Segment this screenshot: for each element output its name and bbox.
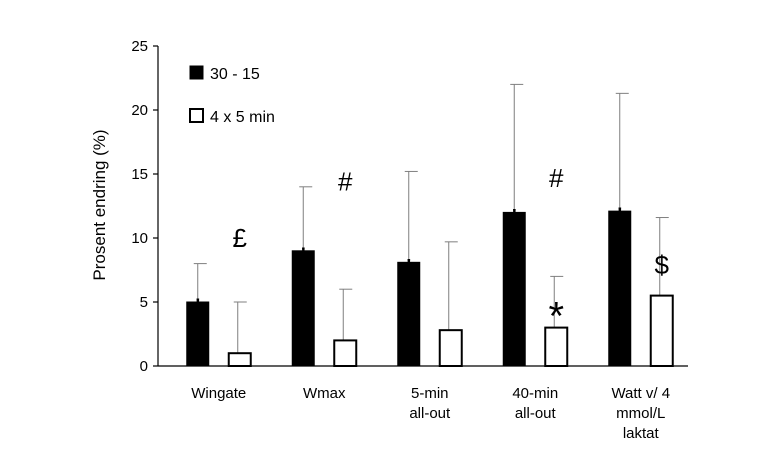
x-category-label-line: 40-min [512, 385, 558, 402]
x-category-label-line: mmol/L [616, 405, 665, 422]
error-bars [193, 83, 669, 354]
significance-annotation: $ [655, 250, 670, 280]
bar [397, 261, 421, 367]
legend-swatch [189, 108, 204, 123]
y-tick-label: 20 [131, 102, 148, 119]
significance-annotation: # [338, 167, 353, 197]
y-axis-title: Prosent endring (%) [90, 129, 109, 280]
x-category-label: Wmax [303, 385, 346, 402]
x-category-label-line: all-out [515, 405, 557, 422]
bar [649, 294, 674, 368]
x-category-label-line: laktat [623, 425, 660, 442]
axes: 0 5 10 15 20 25 Wingate Wmax 5-min all-out 40-min a… [131, 38, 688, 442]
legend-label: 30 - 15 [210, 66, 260, 83]
bar [544, 326, 569, 368]
y-tick-label: 0 [140, 358, 148, 375]
bar [502, 211, 526, 367]
significance-star: * [190, 291, 206, 335]
bar [186, 301, 210, 367]
x-category-label-line: Watt v/ 4 [611, 385, 670, 402]
bar [291, 250, 315, 367]
significance-annotation: £ [233, 223, 248, 253]
legend-label: 4 x 5 min [210, 109, 275, 126]
x-category-label-line: 5-min [411, 385, 449, 402]
y-tick-label: 15 [131, 166, 148, 183]
legend: 30 - 15 4 x 5 min [189, 65, 275, 126]
bar [333, 339, 358, 367]
y-tick-label: 25 [131, 38, 148, 55]
x-category-label: Wingate [191, 385, 246, 402]
legend-swatch [189, 65, 204, 80]
bar [227, 352, 252, 368]
x-category-label-line: Wmax [303, 385, 346, 402]
y-tick-label: 10 [131, 230, 148, 247]
significance-star: * [506, 201, 522, 245]
bars [186, 210, 674, 368]
significance-marks: * * * * * * £ # # $ [190, 163, 670, 339]
significance-star: * [401, 251, 417, 295]
x-category-label-line: all-out [409, 405, 451, 422]
y-tick-label: 5 [140, 294, 148, 311]
significance-annotation: # [549, 163, 564, 193]
bar [608, 210, 632, 367]
significance-star: * [295, 240, 311, 284]
significance-star: * [612, 200, 628, 244]
bar [438, 329, 463, 368]
x-category-label: 5-min all-out [409, 385, 451, 422]
x-category-label: 40-min all-out [512, 385, 558, 422]
x-category-label: Watt v/ 4 mmol/L laktat [611, 385, 670, 442]
significance-star: * [548, 295, 564, 339]
x-category-label-line: Wingate [191, 385, 246, 402]
